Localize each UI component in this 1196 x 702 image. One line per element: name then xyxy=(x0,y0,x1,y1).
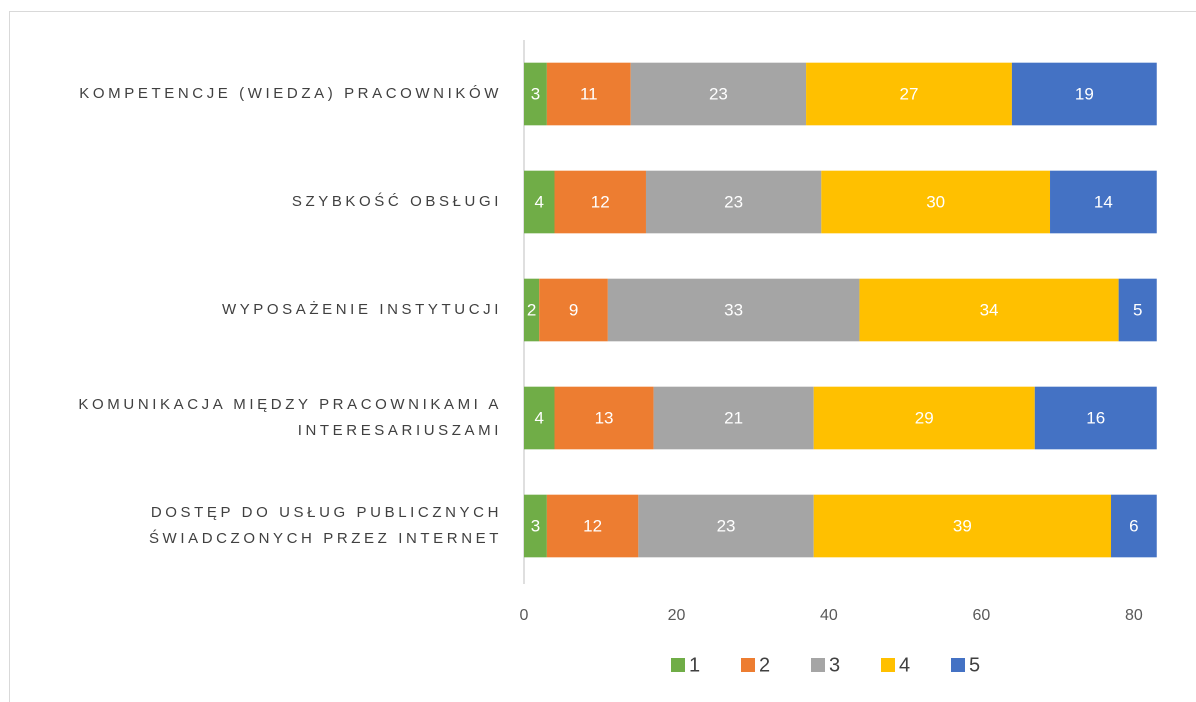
data-label: 2 xyxy=(527,300,536,319)
bar-segment xyxy=(546,494,639,558)
legend-label: 2 xyxy=(759,654,770,676)
data-label: 33 xyxy=(724,300,743,319)
y-tick-label: KOMUNIKACJA MIĘDZY PRACOWNIKAMI A INTERE… xyxy=(78,396,502,439)
bar-segment xyxy=(806,62,1012,126)
data-label: 3 xyxy=(531,84,540,103)
data-label: 4 xyxy=(535,408,544,427)
legend-swatch xyxy=(811,658,825,672)
data-label: 9 xyxy=(569,300,578,319)
bar-segment xyxy=(524,386,555,450)
y-tick-label: DOSTĘP DO USŁUG PUBLICZNYCH ŚWIADCZONYCH… xyxy=(148,504,502,547)
x-tick-label: 20 xyxy=(668,607,686,624)
bar-segment xyxy=(1118,278,1157,342)
bar-segment xyxy=(554,386,654,450)
data-label: 27 xyxy=(900,84,919,103)
bar-segment xyxy=(524,170,555,234)
bar-segment xyxy=(524,278,540,342)
bar-segment xyxy=(1050,170,1157,234)
bar-segment xyxy=(813,386,1035,450)
data-label: 23 xyxy=(709,84,728,103)
data-label: 6 xyxy=(1129,516,1138,535)
data-label: 23 xyxy=(717,516,736,535)
data-label: 5 xyxy=(1133,300,1142,319)
legend-swatch xyxy=(741,658,755,672)
y-tick-label: KOMPETENCJE (WIEDZA) PRACOWNIKÓW xyxy=(79,85,502,102)
bar-segment xyxy=(524,62,547,126)
bar-segment xyxy=(821,170,1051,234)
bar-segment xyxy=(1011,62,1157,126)
x-tick-label: 0 xyxy=(520,607,529,624)
data-label: 34 xyxy=(980,300,999,319)
bar-segment xyxy=(554,170,646,234)
legend-label: 1 xyxy=(689,654,700,676)
x-tick-label: 80 xyxy=(1125,607,1143,624)
legend-label: 4 xyxy=(899,654,910,676)
legend-swatch xyxy=(881,658,895,672)
legend-label: 5 xyxy=(969,654,980,676)
bar-segment xyxy=(524,494,547,558)
data-label: 4 xyxy=(535,192,544,211)
data-label: 13 xyxy=(595,408,614,427)
data-label: 23 xyxy=(724,192,743,211)
bar-segment xyxy=(859,278,1119,342)
x-tick-label: 60 xyxy=(973,607,991,624)
legend-swatch xyxy=(951,658,965,672)
data-label: 12 xyxy=(591,192,610,211)
data-label: 29 xyxy=(915,408,934,427)
data-label: 11 xyxy=(580,84,598,103)
legend-label: 3 xyxy=(829,654,840,676)
bar-segment xyxy=(539,278,608,342)
data-label: 16 xyxy=(1086,408,1105,427)
y-tick-label: SZYBKOŚĆ OBSŁUGI xyxy=(291,193,502,210)
data-label: 39 xyxy=(953,516,972,535)
y-tick-label: WYPOSAŻENIE INSTYTUCJI xyxy=(221,301,502,318)
data-label: 14 xyxy=(1094,192,1113,211)
bar-segment xyxy=(607,278,860,342)
bar-segment xyxy=(653,386,814,450)
bar-segment xyxy=(1034,386,1157,450)
bar-segment xyxy=(813,494,1112,558)
data-label: 12 xyxy=(583,516,602,535)
x-tick-label: 40 xyxy=(820,607,838,624)
bar-segment xyxy=(630,62,807,126)
bar-segment xyxy=(645,170,822,234)
bar-segment xyxy=(546,62,631,126)
data-label: 3 xyxy=(531,516,540,535)
data-label: 21 xyxy=(724,408,743,427)
data-label: 19 xyxy=(1075,84,1094,103)
chart-border xyxy=(9,11,1196,702)
data-label: 30 xyxy=(926,192,945,211)
bar-segment xyxy=(1111,494,1157,558)
legend-swatch xyxy=(671,658,685,672)
bar-segment xyxy=(638,494,814,558)
